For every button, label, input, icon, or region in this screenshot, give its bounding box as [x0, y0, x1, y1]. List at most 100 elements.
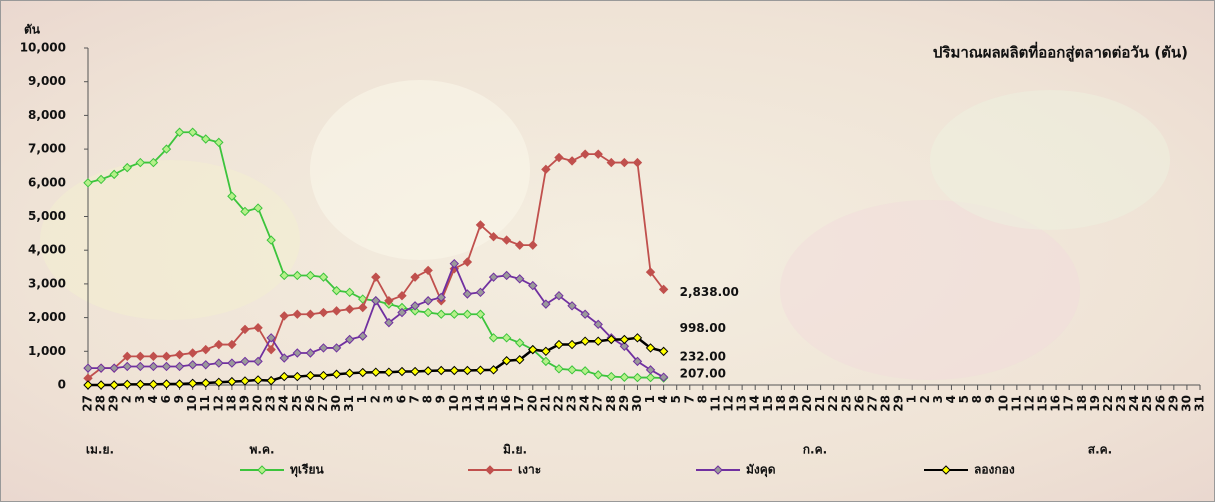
- chart-title: ปริมาณผลผลิตที่ออกสู่ตลาดต่อวัน (ตัน): [933, 42, 1188, 63]
- x-tick-label: 28: [879, 395, 893, 412]
- x-tick-label: 27: [591, 395, 605, 412]
- x-tick-label: 15: [486, 395, 500, 412]
- y-tick-label: 5,000: [28, 209, 66, 223]
- x-tick-label: 22: [551, 395, 565, 412]
- end-value-label: 232.00: [680, 350, 726, 364]
- x-tick-label: 15: [1036, 395, 1050, 412]
- x-tick-label: 12: [211, 395, 225, 412]
- x-tick-label: 9: [434, 395, 448, 403]
- x-tick-label: 16: [1049, 395, 1063, 412]
- x-tick-label: 9: [172, 395, 186, 403]
- x-tick-label: 6: [159, 395, 173, 403]
- x-tick-label: 29: [892, 395, 906, 412]
- y-axis-label: ตัน: [24, 23, 41, 37]
- x-tick-label: 30: [1179, 395, 1193, 412]
- x-tick-label: 22: [826, 395, 840, 412]
- end-value-label: 207.00: [680, 367, 726, 381]
- y-tick-label: 7,000: [28, 142, 66, 156]
- y-tick-label: 0: [58, 378, 66, 392]
- x-tick-label: 2: [918, 395, 932, 403]
- x-tick-label: 1: [643, 395, 657, 403]
- x-tick-label: 1: [905, 395, 919, 403]
- x-tick-label: 3: [133, 395, 147, 403]
- background-deco: [40, 160, 300, 320]
- x-tick-label: 8: [970, 395, 984, 403]
- x-tick-label: 21: [813, 395, 827, 412]
- x-tick-label: 24: [277, 395, 291, 412]
- x-tick-label: 10: [996, 395, 1010, 412]
- month-label: พ.ค.: [249, 443, 274, 457]
- x-tick-label: 4: [944, 395, 958, 403]
- x-tick-label: 3: [931, 395, 945, 403]
- x-tick-label: 25: [839, 395, 853, 412]
- x-tick-label: 18: [224, 395, 238, 412]
- x-tick-label: 28: [94, 395, 108, 412]
- x-tick-label: 26: [1153, 395, 1167, 412]
- x-tick-label: 29: [1166, 395, 1180, 412]
- legend-label: ลองกอง: [974, 463, 1015, 477]
- x-tick-label: 13: [460, 395, 474, 412]
- x-tick-label: 12: [1022, 395, 1036, 412]
- x-tick-label: 13: [735, 395, 749, 412]
- background-deco: [930, 90, 1170, 230]
- x-tick-label: 14: [473, 395, 487, 412]
- x-tick-label: 22: [1101, 395, 1115, 412]
- background-deco: [310, 80, 530, 260]
- x-tick-label: 27: [865, 395, 879, 412]
- x-tick-label: 12: [722, 395, 736, 412]
- x-tick-label: 2: [120, 395, 134, 403]
- x-tick-label: 31: [1193, 395, 1207, 412]
- month-label: ก.ค.: [803, 443, 827, 457]
- x-tick-label: 16: [499, 395, 513, 412]
- x-tick-label: 21: [538, 395, 552, 412]
- x-tick-label: 18: [774, 395, 788, 412]
- y-tick-label: 4,000: [28, 243, 66, 257]
- x-tick-label: 31: [342, 395, 356, 412]
- chart: ปริมาณผลผลิตที่ออกสู่ตลาดต่อวัน (ตัน) ตั…: [0, 0, 1215, 502]
- month-label: เม.ย.: [86, 443, 114, 457]
- x-tick-label: 5: [669, 395, 683, 403]
- x-tick-label: 23: [1114, 395, 1128, 412]
- y-tick-label: 6,000: [28, 175, 66, 189]
- x-tick-label: 11: [198, 395, 212, 412]
- x-tick-label: 17: [1062, 395, 1076, 412]
- x-tick-label: 10: [447, 395, 461, 412]
- x-tick-label: 4: [656, 395, 670, 403]
- end-value-label: 2,838.00: [680, 285, 739, 299]
- x-tick-label: 24: [1127, 395, 1141, 412]
- x-tick-label: 10: [185, 395, 199, 412]
- x-tick-label: 20: [525, 395, 539, 412]
- x-tick-label: 7: [682, 395, 696, 403]
- x-tick-label: 11: [708, 395, 722, 412]
- x-tick-label: 19: [237, 395, 251, 412]
- month-label: ส.ค.: [1088, 443, 1112, 457]
- x-tick-label: 28: [604, 395, 618, 412]
- x-tick-label: 3: [381, 395, 395, 403]
- x-tick-label: 26: [303, 395, 317, 412]
- x-tick-label: 15: [761, 395, 775, 412]
- y-tick-label: 8,000: [28, 108, 66, 122]
- y-tick-label: 1,000: [28, 344, 66, 358]
- x-tick-label: 26: [852, 395, 866, 412]
- legend-label: เงาะ: [518, 463, 541, 477]
- x-tick-label: 4: [146, 395, 160, 403]
- x-tick-label: 27: [81, 395, 95, 412]
- page: ปริมาณผลผลิตที่ออกสู่ตลาดต่อวัน (ตัน) ตั…: [0, 0, 1215, 502]
- x-tick-label: 7: [408, 395, 422, 403]
- x-tick-label: 14: [748, 395, 762, 412]
- x-tick-label: 19: [787, 395, 801, 412]
- x-tick-label: 8: [695, 395, 709, 403]
- x-tick-label: 2: [368, 395, 382, 403]
- y-tick-label: 10,000: [20, 41, 66, 55]
- x-tick-label: 29: [107, 395, 121, 412]
- x-tick-label: 19: [1088, 395, 1102, 412]
- x-tick-label: 20: [800, 395, 814, 412]
- x-tick-label: 30: [329, 395, 343, 412]
- x-tick-label: 5: [957, 395, 971, 403]
- x-tick-label: 27: [316, 395, 330, 412]
- x-tick-label: 1: [355, 395, 369, 403]
- end-value-label: 998.00: [680, 321, 726, 335]
- x-tick-label: 8: [421, 395, 435, 403]
- x-tick-label: 11: [1009, 395, 1023, 412]
- x-tick-label: 25: [1140, 395, 1154, 412]
